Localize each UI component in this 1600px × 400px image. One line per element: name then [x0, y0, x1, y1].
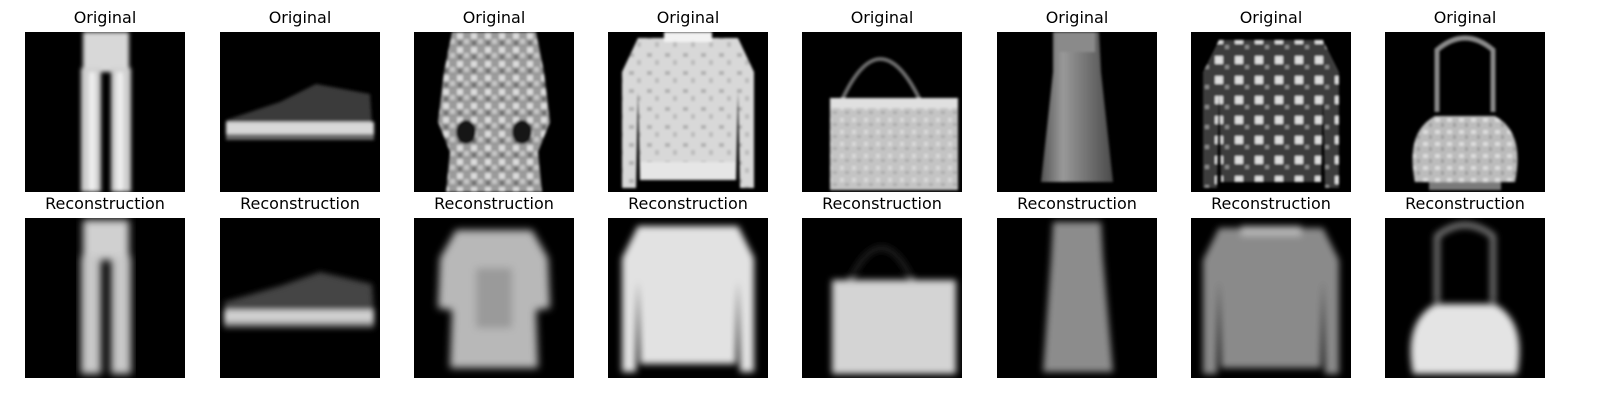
patterned-pullover-icon	[1191, 32, 1351, 192]
reconstruction-panel-6: Reconstruction	[997, 194, 1157, 378]
panel-title: Reconstruction	[1211, 194, 1331, 213]
dress-icon	[997, 218, 1157, 378]
panel-title: Reconstruction	[434, 194, 554, 213]
panel-title: Original	[1045, 8, 1109, 27]
shirt-icon	[414, 218, 574, 378]
reconstruction-panel-1: Reconstruction	[25, 194, 185, 378]
round-bag-icon	[1385, 32, 1545, 192]
panel-title: Reconstruction	[45, 194, 165, 213]
panel-title: Original	[656, 8, 720, 27]
trouser-icon	[25, 218, 185, 378]
panel-title: Original	[73, 8, 137, 27]
panel-title: Original	[268, 8, 332, 27]
dress-icon	[997, 32, 1157, 192]
panel-title: Reconstruction	[822, 194, 942, 213]
pullover-icon	[1191, 218, 1351, 378]
panel-title: Reconstruction	[1405, 194, 1525, 213]
reconstruction-panel-2: Reconstruction	[220, 194, 380, 378]
pullover-icon	[608, 218, 768, 378]
patterned-top-icon	[414, 32, 574, 192]
reconstruction-panel-7: Reconstruction	[1191, 194, 1351, 378]
original-panel-4: Original	[608, 8, 768, 192]
original-panel-7: Original	[1191, 8, 1351, 192]
original-panel-8: Original	[1385, 8, 1545, 192]
reconstruction-panel-8: Reconstruction	[1385, 194, 1545, 378]
reconstruction-panel-3: Reconstruction	[414, 194, 574, 378]
panel-title: Reconstruction	[240, 194, 360, 213]
panel-title: Original	[1433, 8, 1497, 27]
original-panel-1: Original	[25, 8, 185, 192]
handbag-icon	[802, 32, 962, 192]
original-panel-6: Original	[997, 8, 1157, 192]
pullover-icon	[608, 32, 768, 192]
panel-title: Reconstruction	[1017, 194, 1137, 213]
reconstruction-panel-4: Reconstruction	[608, 194, 768, 378]
handbag-icon	[802, 218, 962, 378]
sneaker-icon	[220, 218, 380, 378]
panel-title: Original	[1239, 8, 1303, 27]
original-panel-3: Original	[414, 8, 574, 192]
original-panel-5: Original	[802, 8, 962, 192]
trouser-icon	[25, 32, 185, 192]
round-bag-icon	[1385, 218, 1545, 378]
original-panel-2: Original	[220, 8, 380, 192]
reconstruction-panel-5: Reconstruction	[802, 194, 962, 378]
panel-title: Original	[462, 8, 526, 27]
panel-title: Original	[850, 8, 914, 27]
panel-title: Reconstruction	[628, 194, 748, 213]
sneaker-icon	[220, 32, 380, 192]
